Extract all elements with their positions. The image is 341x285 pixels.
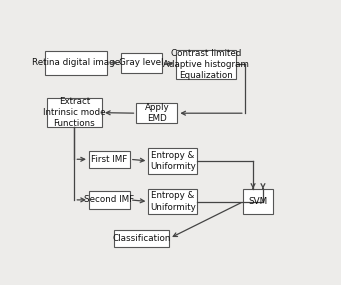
Text: Retina digital image: Retina digital image [32,58,120,67]
FancyBboxPatch shape [89,191,130,209]
Text: Extract
Intrinsic mode
Functions: Extract Intrinsic mode Functions [43,97,106,128]
Text: Apply
EMD: Apply EMD [145,103,169,123]
FancyBboxPatch shape [89,150,130,168]
FancyBboxPatch shape [114,229,169,247]
FancyBboxPatch shape [136,103,177,123]
Text: Gray level: Gray level [119,58,163,67]
FancyBboxPatch shape [148,189,197,214]
Text: SVM: SVM [249,197,268,206]
Text: Classification: Classification [113,234,171,243]
FancyBboxPatch shape [148,148,197,174]
Text: Second IMF: Second IMF [84,196,134,204]
Text: First IMF: First IMF [91,155,128,164]
FancyBboxPatch shape [176,50,236,79]
FancyBboxPatch shape [243,189,272,214]
Text: Entropy &
Uniformity: Entropy & Uniformity [150,151,196,171]
Text: Entropy &
Uniformity: Entropy & Uniformity [150,192,196,211]
FancyBboxPatch shape [45,51,107,75]
FancyBboxPatch shape [47,98,102,127]
Text: Contrast limited
Adaptive histogram
Equalization: Contrast limited Adaptive histogram Equa… [163,49,249,80]
FancyBboxPatch shape [121,53,162,73]
